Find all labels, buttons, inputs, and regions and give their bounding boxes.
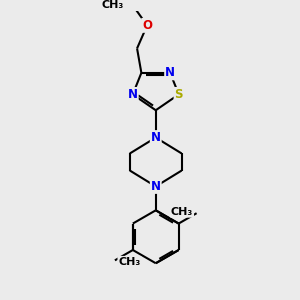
Text: S: S (175, 88, 183, 101)
Text: CH₃: CH₃ (102, 0, 124, 10)
Text: CH₃: CH₃ (118, 257, 141, 267)
Text: O: O (142, 19, 152, 32)
Text: CH₃: CH₃ (171, 207, 193, 217)
Text: N: N (128, 88, 138, 101)
Text: N: N (151, 131, 161, 144)
Text: N: N (151, 180, 161, 193)
Text: N: N (165, 66, 175, 79)
